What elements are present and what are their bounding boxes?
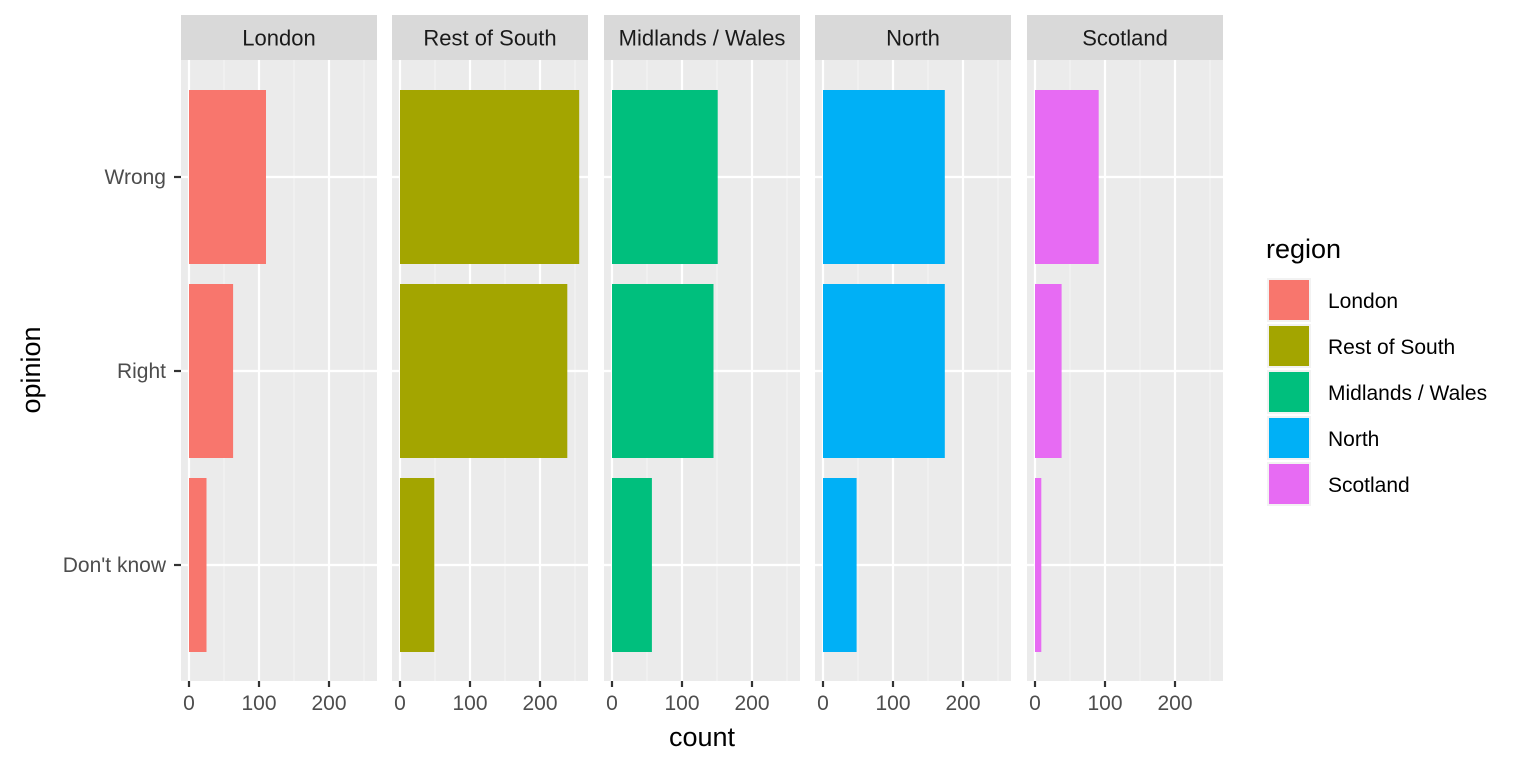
- facet-strip: [604, 15, 800, 60]
- bar: [823, 90, 945, 264]
- y-axis-title: opinion: [16, 326, 46, 413]
- legend-label: Midlands / Wales: [1328, 382, 1487, 405]
- x-tick-label: 200: [1157, 692, 1192, 715]
- bar: [1035, 90, 1099, 264]
- bar: [400, 284, 568, 458]
- bar: [400, 478, 435, 652]
- y-tick-label: Don't know: [63, 554, 167, 577]
- bar: [612, 478, 652, 652]
- x-tick-label: 100: [241, 692, 276, 715]
- x-axis-title: count: [669, 722, 736, 752]
- facet-strip: [815, 15, 1011, 60]
- facet-strip: [392, 15, 588, 60]
- y-tick-label: Right: [117, 360, 166, 383]
- x-tick-label: 0: [817, 692, 829, 715]
- facet-strip-label: North: [886, 26, 940, 51]
- legend-swatch: [1269, 464, 1309, 504]
- x-tick-label: 0: [394, 692, 406, 715]
- x-tick-label: 100: [1087, 692, 1122, 715]
- bar: [189, 90, 266, 264]
- x-tick-label: 0: [1029, 692, 1041, 715]
- x-tick-label: 0: [606, 692, 618, 715]
- facet-strip-label: London: [242, 26, 315, 51]
- x-tick-label: 200: [522, 692, 557, 715]
- bar: [189, 478, 207, 652]
- facet-strip-label: Midlands / Wales: [619, 26, 786, 51]
- x-tick-label: 0: [183, 692, 195, 715]
- bar: [189, 284, 234, 458]
- x-tick-label: 200: [945, 692, 980, 715]
- legend-title: region: [1266, 234, 1341, 264]
- bar: [612, 90, 718, 264]
- bar: [1035, 478, 1042, 652]
- legend-label: Scotland: [1328, 474, 1410, 497]
- legend-swatch: [1269, 372, 1309, 412]
- facet-strip-label: Scotland: [1082, 26, 1168, 51]
- x-tick-label: 100: [875, 692, 910, 715]
- legend-swatch: [1269, 418, 1309, 458]
- legend-label: London: [1328, 290, 1398, 313]
- x-tick-label: 100: [664, 692, 699, 715]
- bar: [1035, 284, 1062, 458]
- x-tick-label: 100: [452, 692, 487, 715]
- legend-label: North: [1328, 428, 1379, 451]
- bar: [823, 284, 945, 458]
- y-tick-label: Wrong: [105, 166, 166, 189]
- x-tick-label: 200: [734, 692, 769, 715]
- bar: [400, 90, 580, 264]
- legend-swatch: [1269, 280, 1309, 320]
- legend-swatch: [1269, 326, 1309, 366]
- facet-strip: [181, 15, 377, 60]
- bar: [612, 284, 714, 458]
- facet-strip: [1027, 15, 1223, 60]
- facet-strip-label: Rest of South: [423, 26, 556, 51]
- x-tick-label: 200: [311, 692, 346, 715]
- bar: [823, 478, 857, 652]
- legend-label: Rest of South: [1328, 336, 1455, 359]
